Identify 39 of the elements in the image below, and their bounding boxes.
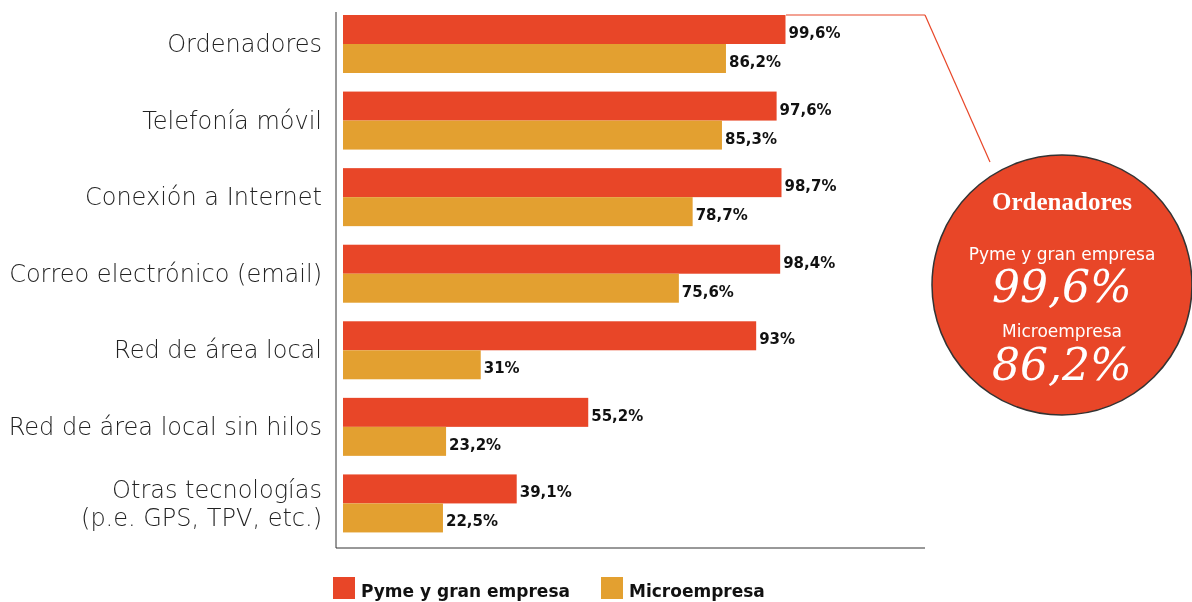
y-tick-label: Ordenadores bbox=[167, 30, 322, 58]
data-label: 39,1% bbox=[519, 483, 572, 502]
data-label: 22,5% bbox=[445, 512, 499, 531]
data-label: 85,3% bbox=[724, 129, 778, 148]
bar bbox=[343, 503, 443, 533]
bar bbox=[343, 474, 517, 504]
bar bbox=[343, 350, 481, 380]
bar bbox=[343, 197, 693, 227]
y-tick-label: Red de área local sin hilos bbox=[8, 412, 322, 441]
data-label: 98,4% bbox=[783, 253, 836, 272]
data-label: 93% bbox=[759, 330, 796, 349]
data-label: 55,2% bbox=[591, 406, 644, 425]
y-tick-label: Correo electrónico (email) bbox=[9, 259, 322, 288]
bar bbox=[343, 244, 781, 274]
legend-label: Microempresa bbox=[629, 581, 765, 601]
bar bbox=[343, 397, 589, 427]
data-label: 86,2% bbox=[728, 53, 782, 71]
data-label: 31% bbox=[483, 359, 520, 378]
y-tick-label: Telefonía móvil bbox=[142, 106, 322, 135]
y-tick-label: Otras tecnologías (p.e. GPS, TPV, etc.) bbox=[81, 476, 322, 533]
text: Ordenadores bbox=[992, 188, 1133, 215]
bar bbox=[343, 91, 777, 121]
bar bbox=[343, 273, 679, 303]
legend-label: Pyme y gran empresa bbox=[361, 581, 570, 601]
bar bbox=[343, 120, 722, 150]
data-label: 75,6% bbox=[681, 282, 734, 301]
data-label: 23,2% bbox=[449, 435, 502, 454]
bar bbox=[343, 426, 447, 456]
data-label: 97,6% bbox=[779, 100, 832, 119]
data-label: 99,6% bbox=[788, 24, 841, 42]
y-tick-label: Conexión a Internet bbox=[84, 183, 322, 212]
bar bbox=[343, 321, 757, 351]
data-label: 98,7% bbox=[784, 177, 837, 196]
bar bbox=[343, 168, 782, 198]
y-tick-label: Red de área local bbox=[114, 336, 322, 365]
data-label: 78,7% bbox=[695, 206, 748, 225]
text: Microempresa bbox=[1002, 321, 1122, 341]
bar bbox=[343, 15, 786, 44]
bar bbox=[343, 44, 726, 73]
